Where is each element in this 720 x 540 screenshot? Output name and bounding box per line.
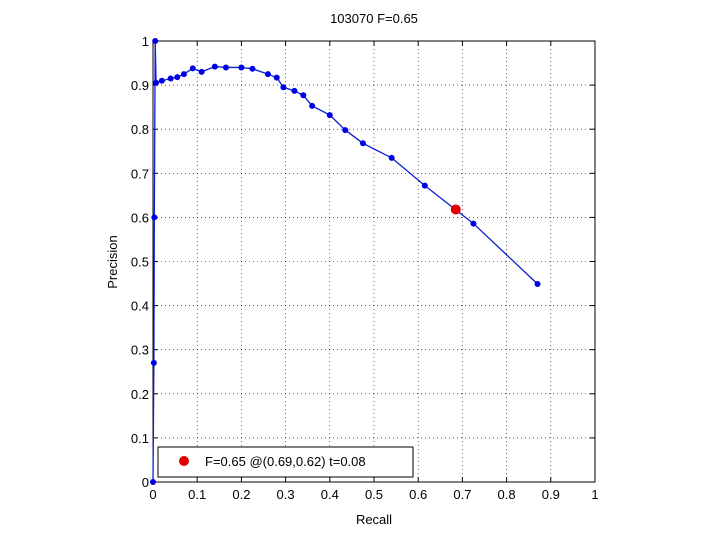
data-point [150,479,156,485]
grid [153,41,595,482]
x-tick-label: 0.1 [188,487,206,502]
y-tick-label: 0.8 [131,122,149,137]
x-tick-label: 0.6 [409,487,427,502]
best-f-point [450,204,461,215]
data-point [211,63,218,70]
y-tick-label: 0 [142,475,149,490]
x-tick-label: 0.9 [542,487,560,502]
x-tick-label: 0.3 [277,487,295,502]
data-point [273,74,280,81]
data-point [150,359,157,366]
data-point [198,68,205,75]
data-point [534,280,541,287]
y-tick-label: 0.2 [131,387,149,402]
highlight-group [450,204,461,215]
data-point [309,102,316,109]
y-tick-label: 0.3 [131,343,149,358]
data-point [291,87,298,94]
data-point [174,74,181,81]
legend-box [157,446,414,478]
data-point [180,71,187,78]
legend: F=0.65 @(0.69,0.62) t=0.08 [157,446,414,478]
series-group [150,38,541,485]
x-tick-label: 0.2 [232,487,250,502]
data-point [421,182,428,189]
x-tick-label: 1 [591,487,598,502]
data-point [249,65,256,72]
data-point [342,127,349,134]
legend-marker [179,456,189,466]
legend-entry: F=0.65 @(0.69,0.62) t=0.08 [205,454,366,469]
data-point [167,75,174,82]
y-axis-label: Precision [105,235,120,288]
data-point [264,71,271,78]
y-tick-label: 0.1 [131,431,149,446]
data-point [152,38,159,44]
y-tick-label: 0.5 [131,255,149,270]
data-point [158,77,165,84]
y-tick-label: 1 [142,34,149,49]
data-point [189,65,196,72]
data-point [470,220,477,227]
x-tick-label: 0.7 [453,487,471,502]
data-point [388,154,395,161]
data-point [326,112,333,119]
x-tick-label: 0.5 [365,487,383,502]
data-point [238,64,245,71]
data-point [280,84,287,91]
data-point [222,64,229,71]
y-tick-label: 0.4 [131,299,149,314]
y-tick-label: 0.6 [131,210,149,225]
y-tick-label: 0.7 [131,166,149,181]
data-point [153,79,160,86]
x-axis-label: Recall [356,512,392,527]
series-line [152,40,538,483]
x-tick-label: 0.8 [498,487,516,502]
data-point [300,92,307,99]
data-point [151,214,158,221]
y-tick-label: 0.9 [131,78,149,93]
ticks: 0 0.1 0.2 0.3 0.4 0.5 0.6 0.7 0.8 0.9 1 0 0.1 0.2 0.3 0… [131,34,599,502]
x-tick-label: 0 [149,487,156,502]
x-tick-label: 0.4 [321,487,339,502]
data-point [359,140,366,147]
chart-title: 103070 F=0.65 [330,11,418,26]
